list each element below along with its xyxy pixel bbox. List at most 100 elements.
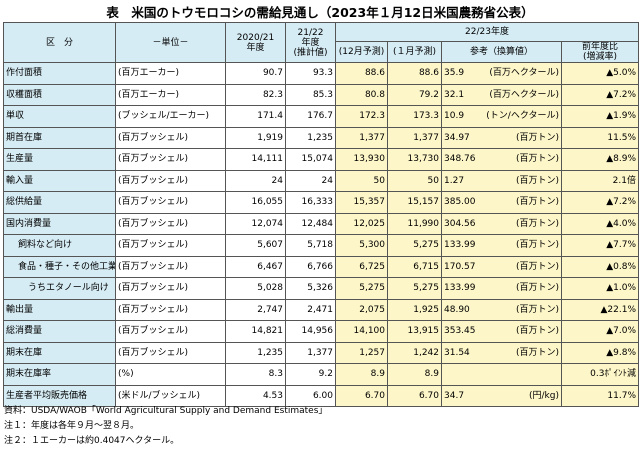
reference-unit: (百万トン) — [515, 175, 559, 186]
reference-value: 348.76 — [444, 154, 476, 165]
value-21-22: 24 — [285, 169, 336, 192]
header-jan-forecast: (１月予測) — [387, 41, 442, 63]
value-dec-forecast: 1,377 — [335, 126, 388, 149]
yoy-change: ▲7.7% — [561, 234, 639, 257]
value-dec-forecast: 8.9 — [335, 363, 388, 386]
yoy-change: 2.1倍 — [561, 169, 639, 192]
value-dec-forecast: 13,930 — [335, 148, 388, 171]
reference-value: 48.90 — [444, 304, 470, 315]
row-unit: (百万エーカー) — [115, 83, 226, 106]
value-jan-forecast: 50 — [387, 169, 442, 192]
table-row: 総供給量 (百万ブッシェル) 16,055 16,333 15,357 15,157 385… — [3, 191, 639, 214]
value-jan-forecast: 11,990 — [387, 212, 442, 235]
yoy-change: ▲8.9% — [561, 148, 639, 171]
header-2020-21: 2020/21 年度 — [225, 22, 286, 63]
row-label: 期末在庫率 — [3, 363, 116, 386]
row-label: 国内消費量 — [3, 212, 116, 235]
value-jan-forecast: 88.6 — [387, 62, 442, 85]
value-2020-21: 16,055 — [225, 191, 286, 214]
row-unit: (百万ブッシェル) — [115, 126, 226, 149]
value-21-22: 85.3 — [285, 83, 336, 106]
value-2020-21: 5,028 — [225, 277, 286, 300]
reference-unit: (百万トン) — [515, 261, 559, 272]
reference-cell: 1.27 (百万トン) — [441, 169, 562, 192]
value-2020-21: 1,919 — [225, 126, 286, 149]
header-21-22-note: (推計値) — [293, 47, 328, 58]
reference-value: 304.56 — [444, 218, 476, 229]
value-2020-21: 4.53 — [225, 384, 286, 407]
header-yoy-label: 前年度比 — [581, 42, 618, 53]
row-label: 総供給量 — [3, 191, 116, 214]
value-2020-21: 8.3 — [225, 363, 286, 386]
value-2020-21: 24 — [225, 169, 286, 192]
reference-value: 35.9 — [444, 68, 465, 79]
value-2020-21: 171.4 — [225, 105, 286, 128]
value-21-22: 6.00 — [285, 384, 336, 407]
reference-cell: 35.9 (百万ヘクタール) — [441, 62, 562, 85]
supply-demand-table: 区 分 －単位－ 2020/21 年度 21/22 年度 (推計値) 22/23… — [3, 22, 639, 407]
value-dec-forecast: 6,725 — [335, 255, 388, 278]
row-unit: (百万エーカー) — [115, 62, 226, 85]
value-2020-21: 14,821 — [225, 320, 286, 343]
reference-cell: 133.99 (百万トン) — [441, 234, 562, 257]
reference-value: 31.54 — [444, 347, 470, 358]
value-21-22: 16,333 — [285, 191, 336, 214]
yoy-change: ▲7.2% — [561, 83, 639, 106]
reference-cell: 31.54 (百万トン) — [441, 341, 562, 364]
value-dec-forecast: 80.8 — [335, 83, 388, 106]
table-row: 作付面積 (百万エーカー) 90.7 93.3 88.6 88.6 35.9 (百万ヘクタール… — [3, 62, 639, 85]
row-unit: (百万ブッシェル) — [115, 341, 226, 364]
table-row: 飼料など向け (百万ブッシェル) 5,607 5,718 5,300 5,275 133.9… — [3, 234, 639, 257]
value-jan-forecast: 173.3 — [387, 105, 442, 128]
header-21-22: 21/22 年度 (推計値) — [285, 22, 336, 63]
reference-unit: (百万トン) — [515, 240, 559, 251]
reference-cell: 34.7 (円/kg) — [441, 384, 562, 407]
row-unit: (百万ブッシェル) — [115, 277, 226, 300]
reference-value: 133.99 — [444, 240, 476, 251]
reference-unit: (トン/ヘクタール) — [486, 111, 559, 122]
reference-unit: (百万トン) — [515, 304, 559, 315]
value-21-22: 1,377 — [285, 341, 336, 364]
value-dec-forecast: 2,075 — [335, 298, 388, 321]
row-label: 単収 — [3, 105, 116, 128]
value-2020-21: 90.7 — [225, 62, 286, 85]
row-label: 生産量 — [3, 148, 116, 171]
row-unit: (百万ブッシェル) — [115, 320, 226, 343]
value-jan-forecast: 13,915 — [387, 320, 442, 343]
value-dec-forecast: 6.70 — [335, 384, 388, 407]
reference-value: 170.57 — [444, 261, 476, 272]
table-row: 期首在庫 (百万ブッシェル) 1,919 1,235 1,377 1,377 34.97 (百… — [3, 126, 639, 149]
yoy-change: 11.7% — [561, 384, 639, 407]
value-jan-forecast: 1,377 — [387, 126, 442, 149]
value-2020-21: 2,747 — [225, 298, 286, 321]
yoy-change: ▲1.0% — [561, 277, 639, 300]
row-label: 食品・種子・その他工業向け — [3, 255, 116, 278]
row-label: 生産者平均販売価格 — [3, 384, 116, 407]
value-2020-21: 5,607 — [225, 234, 286, 257]
reference-value: 32.1 — [444, 89, 465, 100]
header-21-22-year: 21/22 — [297, 27, 324, 38]
row-unit: (百万ブッシェル) — [115, 255, 226, 278]
row-unit: (百万ブッシェル) — [115, 212, 226, 235]
row-label: 輸入量 — [3, 169, 116, 192]
header-21-22-suffix: 年度 — [301, 37, 320, 48]
reference-unit: (百万トン) — [515, 154, 559, 165]
value-jan-forecast: 15,157 — [387, 191, 442, 214]
row-label: 収穫面積 — [3, 83, 116, 106]
row-unit: (百万ブッシェル) — [115, 148, 226, 171]
row-label: 飼料など向け — [3, 234, 116, 257]
reference-cell: 304.56 (百万トン) — [441, 212, 562, 235]
value-21-22: 5,718 — [285, 234, 336, 257]
header-row-2: (12月予測) (１月予測) 参考（換算値） 前年度比 (増減率) — [4, 41, 639, 63]
notes: 資料：USDA/WAOB「World Agricultural Supply a… — [4, 404, 327, 449]
value-jan-forecast: 13,730 — [387, 148, 442, 171]
value-2020-21: 1,235 — [225, 341, 286, 364]
reference-unit: (百万ヘクタール) — [489, 68, 559, 79]
value-jan-forecast: 6.70 — [387, 384, 442, 407]
value-jan-forecast: 8.9 — [387, 363, 442, 386]
value-2020-21: 82.3 — [225, 83, 286, 106]
table-row: 単収 (ブッシェル/エーカー) 171.4 176.7 172.3 173.3 10.9 (ト… — [3, 105, 639, 128]
yoy-change: ▲1.9% — [561, 105, 639, 128]
yoy-change: ▲4.0% — [561, 212, 639, 235]
table-row: 輸入量 (百万ブッシェル) 24 24 50 50 1.27 (百万トン) 2.1倍 — [3, 169, 639, 192]
